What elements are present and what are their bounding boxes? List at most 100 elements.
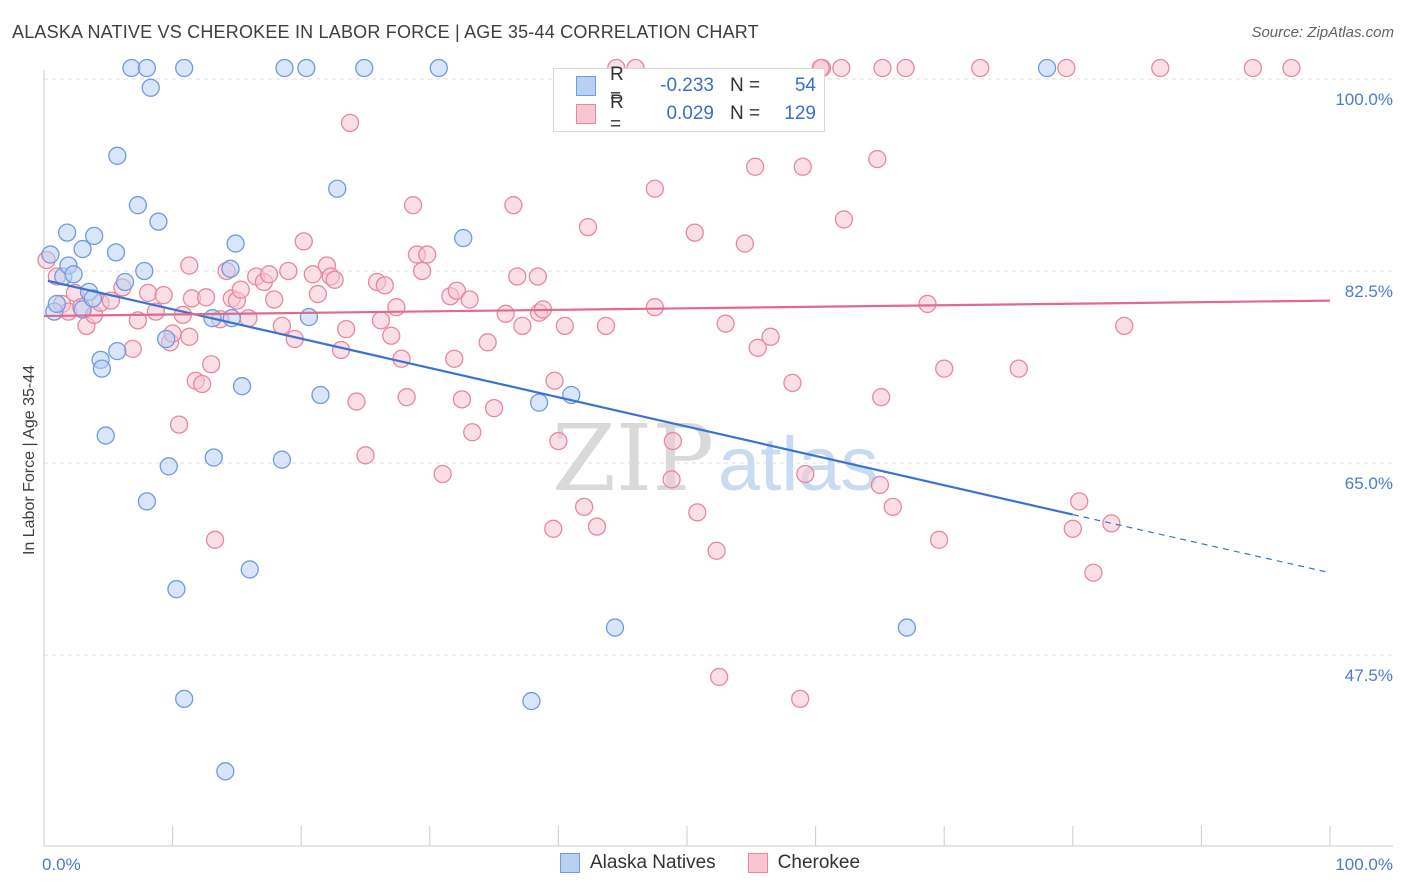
point-cherokee-86 — [596, 316, 616, 336]
point-cherokee-25 — [196, 288, 216, 307]
y-axis-label: In Labor Force | Age 35-44 — [21, 365, 38, 555]
y-tick-label-2: 82.5% — [1345, 282, 1393, 301]
point-cherokee-111 — [1009, 359, 1028, 378]
point-cherokee-117 — [791, 689, 810, 709]
point-alaska-natives-15 — [108, 341, 127, 361]
point-alaska-natives-48 — [522, 691, 541, 711]
point-alaska-natives-2 — [47, 294, 67, 314]
point-cherokee-24 — [193, 374, 212, 394]
legend-item-cherokee[interactable]: Cherokee — [747, 852, 860, 874]
point-cherokee-36 — [259, 265, 279, 284]
point-cherokee-85 — [587, 517, 607, 536]
point-cherokee-15 — [154, 285, 173, 305]
point-cherokee-73 — [504, 196, 523, 215]
point-alaska-natives-44 — [328, 179, 347, 198]
trend-lines — [43, 279, 1331, 574]
legend-n-label: N = — [730, 103, 761, 124]
legend-item-alaska-natives[interactable]: Alaska Natives — [560, 852, 716, 874]
point-cherokee-105 — [868, 149, 887, 169]
point-alaska-natives-40 — [275, 58, 294, 78]
point-alaska-natives-22 — [137, 58, 157, 78]
point-cherokee-69 — [463, 423, 482, 442]
point-alaska-natives-14 — [96, 426, 115, 445]
y-tick-label-3: 100.0% — [1335, 90, 1393, 109]
legend-n-value: 129 — [784, 103, 816, 124]
point-alaska-natives-23 — [141, 78, 160, 97]
point-alaska-natives-8 — [73, 239, 92, 259]
point-alaska-natives-11 — [85, 226, 104, 246]
point-cherokee-98 — [748, 338, 767, 357]
y-tick-labels: 47.5% 65.0% 82.5% 100.0% — [1335, 90, 1393, 685]
point-cherokee-100 — [783, 373, 802, 393]
point-cherokee-93 — [707, 541, 726, 560]
point-cherokee-88 — [645, 179, 664, 198]
point-cherokee-84 — [578, 217, 598, 237]
point-cherokee-62 — [418, 245, 437, 264]
point-cherokee-103 — [834, 210, 854, 229]
point-cherokee-90 — [663, 431, 683, 451]
x-tick-label-end: 100.0% — [1335, 855, 1393, 874]
point-alaska-natives-0 — [41, 245, 60, 264]
point-cherokee-127 — [1084, 563, 1103, 582]
point-cherokee-55 — [382, 326, 401, 345]
point-cherokee-63 — [433, 464, 452, 484]
point-cherokee-18 — [169, 415, 189, 434]
point-cherokee-70 — [478, 333, 497, 352]
trend-line-1 — [43, 299, 1331, 318]
point-cherokee-116 — [1282, 58, 1301, 78]
point-cherokee-104 — [870, 475, 890, 495]
point-cherokee-53 — [371, 311, 391, 330]
point-alaska-natives-10 — [83, 289, 103, 308]
point-cherokee-107 — [883, 497, 902, 517]
point-cherokee-115 — [1102, 514, 1121, 533]
point-cherokee-50 — [347, 392, 366, 411]
point-cherokee-109 — [929, 530, 949, 549]
point-alaska-natives-34 — [221, 259, 240, 278]
point-alaska-natives-39 — [272, 450, 292, 469]
legend-row-alaska: R = -0.233 N = 54 — [554, 64, 816, 107]
point-cherokee-123 — [1151, 58, 1170, 78]
point-alaska-natives-20 — [128, 196, 148, 215]
point-cherokee-58 — [397, 388, 416, 407]
legend-r-label: R = — [610, 64, 624, 107]
point-cherokee-71 — [484, 398, 504, 418]
point-alaska-natives-33 — [216, 762, 235, 781]
point-alaska-natives-27 — [159, 457, 178, 476]
point-cherokee-46 — [325, 270, 344, 289]
point-cherokee-114 — [1115, 316, 1134, 336]
axes — [43, 70, 1393, 847]
point-cherokee-48 — [337, 319, 356, 339]
point-alaska-natives-13 — [92, 359, 112, 378]
point-alaska-natives-43 — [311, 385, 330, 405]
point-cherokee-37 — [265, 290, 284, 309]
correlation-legend: R = -0.233 N = 54 R = 0.029 N = 129 — [553, 64, 825, 135]
legend-label-alaska-natives: Alaska Natives — [590, 852, 716, 873]
point-cherokee-124 — [1243, 58, 1262, 78]
point-alaska-natives-18 — [115, 272, 135, 292]
point-alaska-natives-36 — [226, 234, 245, 253]
point-cherokee-12 — [128, 311, 148, 330]
point-cherokee-51 — [356, 446, 375, 465]
point-cherokee-83 — [574, 497, 594, 517]
point-cherokee-99 — [761, 327, 780, 346]
point-cherokee-89 — [662, 470, 681, 489]
point-cherokee-102 — [796, 464, 815, 484]
point-cherokee-61 — [412, 261, 432, 281]
point-alaska-natives-53 — [1037, 58, 1057, 78]
y-tick-label-1: 65.0% — [1345, 474, 1393, 493]
point-alaska-natives-21 — [135, 261, 154, 281]
point-alaska-natives-24 — [137, 492, 157, 511]
point-cherokee-59 — [403, 196, 423, 215]
point-cherokee-20 — [180, 327, 199, 346]
point-cherokee-79 — [544, 519, 563, 538]
legend-row-cherokee: R = 0.029 N = 129 — [554, 92, 816, 135]
point-cherokee-65 — [445, 349, 464, 368]
point-cherokee-94 — [710, 667, 729, 687]
point-cherokee-33 — [239, 309, 258, 328]
legend-swatch-alaska — [576, 76, 596, 96]
point-cherokee-32 — [231, 280, 250, 299]
point-alaska-natives-26 — [157, 329, 176, 349]
point-alaska-natives-46 — [429, 58, 448, 78]
watermark-zip: ZIP — [552, 405, 714, 512]
